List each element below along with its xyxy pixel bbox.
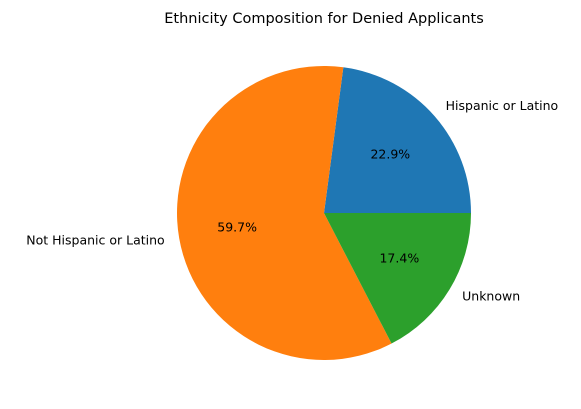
pie-slice-1 <box>324 67 471 214</box>
slice-label-3: Unknown <box>462 289 520 304</box>
chart-title: Ethnicity Composition for Denied Applica… <box>164 11 484 27</box>
slice-percent-label-2: 59.7% <box>217 220 257 235</box>
slice-percent-label-3: 17.4% <box>379 250 419 265</box>
pie-labels: Hispanic or Latino 22.9% Not Hispanic or L… <box>26 98 558 304</box>
slice-percent-label-1: 22.9% <box>370 146 410 161</box>
slice-label-2: Not Hispanic or Latino <box>26 232 164 247</box>
pie-slice-3 <box>324 213 471 344</box>
pie-slice-2 <box>177 65 392 360</box>
slice-label-1: Hispanic or Latino <box>446 98 559 113</box>
pie-slices <box>177 65 471 360</box>
